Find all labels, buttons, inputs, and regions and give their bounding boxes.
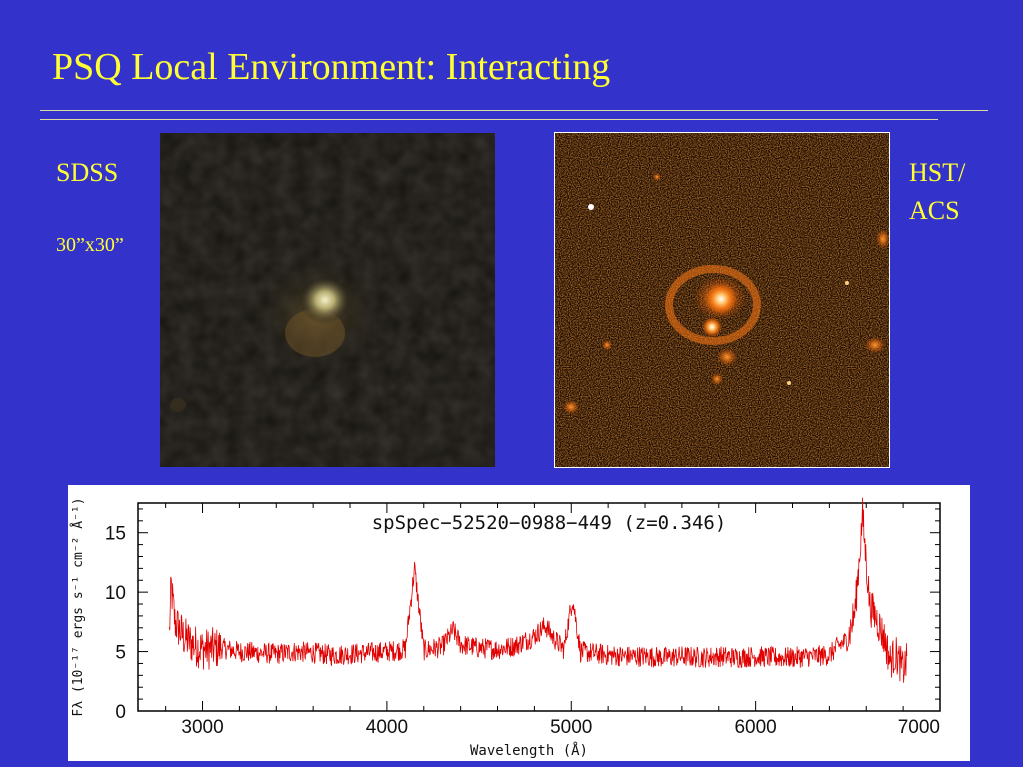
x-tick-label: 3000 (181, 717, 223, 738)
y-tick-label: 15 (105, 524, 126, 545)
plot-frame (137, 502, 941, 712)
chart-title: spSpec−52520−0988−449 (z=0.346) (372, 512, 727, 534)
y-tick-label: 10 (105, 583, 126, 604)
spectrum-plot: spSpec−52520−0988−449 (z=0.346) Fλ (10⁻¹… (68, 485, 970, 761)
x-tick-label: 6000 (734, 717, 776, 738)
title-divider-top (40, 110, 988, 111)
x-tick-label: 4000 (366, 717, 408, 738)
sdss-galaxy-image (160, 133, 495, 467)
hst-acs-galaxy-image (554, 132, 890, 468)
y-tick-label: 0 (115, 702, 126, 723)
x-axis-label: Wavelength (Å) (470, 742, 588, 759)
field-of-view-label: 30”x30” (56, 234, 124, 256)
x-tick-label: 5000 (550, 717, 592, 738)
y-axis-label: Fλ (10⁻¹⁷ ergs s⁻¹ cm⁻² Å⁻¹) (70, 497, 86, 716)
slide-title: PSQ Local Environment: Interacting (52, 46, 611, 88)
acs-label: ACS (909, 196, 960, 225)
spectrum-line (168, 497, 908, 683)
hst-label: HST/ (909, 158, 966, 187)
x-tick-label: 7000 (898, 717, 940, 738)
title-divider-bottom (40, 119, 938, 120)
y-tick-label: 5 (115, 643, 126, 664)
sdss-label: SDSS (56, 158, 119, 187)
